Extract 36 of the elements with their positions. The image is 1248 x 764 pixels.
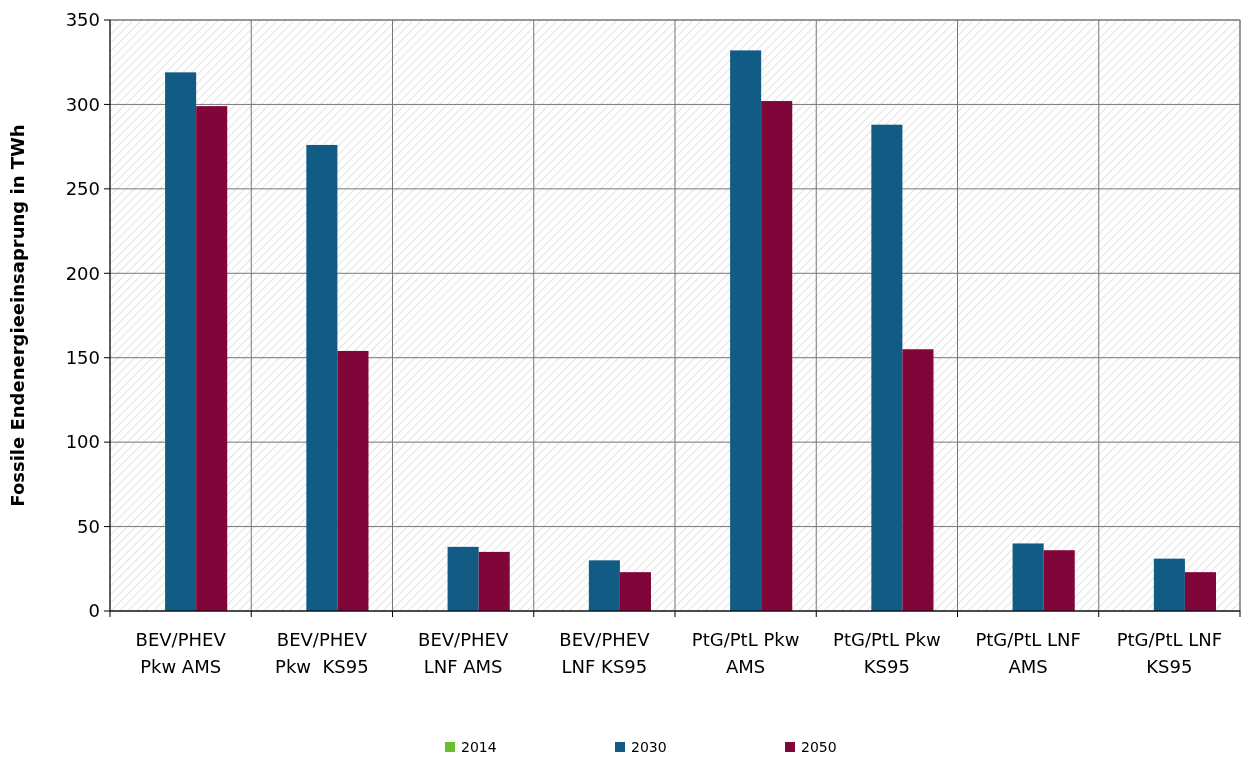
x-tick-label: PtG/PtL Pkw KS95: [833, 629, 941, 677]
x-tick-label: BEV/PHEV LNF AMS: [418, 629, 509, 677]
y-tick-label: 300: [65, 93, 100, 115]
bar: [337, 350, 369, 611]
y-tick-label: 200: [65, 262, 100, 284]
bar: [306, 144, 338, 611]
bar: [1043, 550, 1075, 611]
legend-label: 2050: [801, 739, 837, 755]
bar: [730, 50, 762, 611]
bar: [588, 560, 620, 611]
x-tick-label: BEV/PHEV LNF KS95: [559, 629, 651, 677]
y-tick-label: 150: [65, 347, 100, 369]
x-tick-label: PtG/PtL LNF KS95: [1116, 629, 1223, 677]
bar: [1012, 543, 1044, 611]
x-tick-label: PtG/PtL LNF AMS: [975, 629, 1081, 677]
bar: [902, 349, 934, 611]
x-tick-label: PtG/PtL Pkw AMS: [691, 629, 800, 677]
bar: [165, 72, 197, 611]
legend-label: 2030: [631, 739, 667, 755]
bar: [447, 546, 479, 611]
y-axis-title: Fossile Endenergieeinsaprung in TWh: [7, 124, 28, 507]
y-tick-label: 50: [77, 515, 100, 537]
bar: [761, 101, 793, 611]
y-tick-label: 350: [65, 9, 100, 31]
bar: [871, 124, 903, 611]
y-tick-label: 250: [65, 178, 100, 200]
bar: [1184, 572, 1216, 611]
bar: [478, 551, 510, 611]
bar: [196, 106, 228, 611]
y-tick-label: 100: [65, 431, 100, 453]
bar: [619, 572, 651, 611]
bar: [1153, 558, 1185, 611]
x-tick-label: BEV/PHEV Pkw KS95: [275, 629, 369, 677]
y-tick-label: 0: [88, 600, 100, 622]
legend-label: 2014: [461, 739, 497, 755]
x-tick-label: BEV/PHEV Pkw AMS: [135, 629, 227, 677]
